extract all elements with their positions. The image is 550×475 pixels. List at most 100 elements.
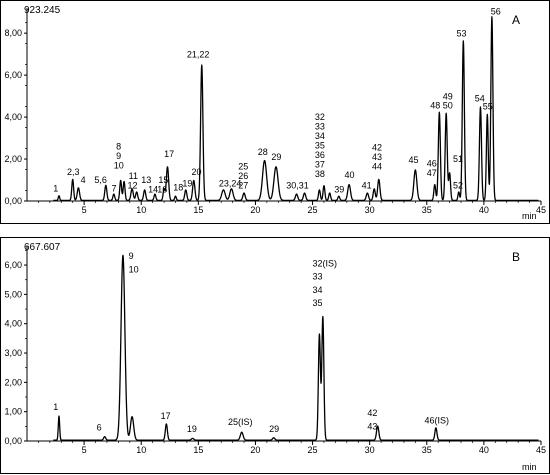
peak-label: 50 bbox=[443, 101, 453, 111]
peak-label: 48 bbox=[430, 101, 440, 111]
peak-label: 17 bbox=[161, 411, 171, 421]
panel-a-trace-group bbox=[52, 16, 539, 202]
peak-label: 10 bbox=[114, 160, 124, 170]
x-tick-label: 20 bbox=[250, 445, 260, 455]
peak-label: 44 bbox=[372, 162, 382, 172]
peak-label: 52 bbox=[453, 180, 463, 190]
panel-b-axes bbox=[26, 246, 541, 442]
x-tick-label: 20 bbox=[250, 205, 260, 215]
peak-label: 9 bbox=[116, 151, 121, 161]
peak-label: 39 bbox=[334, 185, 344, 195]
peak-label: 1 bbox=[53, 402, 58, 412]
peak-label: 43 bbox=[367, 421, 377, 431]
y-tick-label: 2,00 bbox=[4, 154, 22, 164]
y-tick-label: 4,00 bbox=[4, 112, 22, 122]
peak-label: 42 bbox=[372, 143, 382, 153]
chromatogram-panel-b: 667.607 B min 5 10 15 20 25 30 35 40 45 0,00 1,00 2… bbox=[0, 237, 550, 474]
panel-b-max-label: 667.607 bbox=[24, 242, 61, 253]
peak-label: 14 bbox=[148, 185, 158, 195]
peak-label: 19 bbox=[187, 424, 197, 434]
peak-label: 55 bbox=[483, 102, 493, 112]
x-tick-label: 5 bbox=[82, 205, 87, 215]
y-tick-label: 0,00 bbox=[4, 436, 22, 446]
peak-label: 27 bbox=[238, 180, 248, 190]
panel-a-frame bbox=[0, 0, 550, 224]
panel-a-ticks: 5 10 15 20 25 30 35 40 45 0,00 2,00 4,00 6,00 8,00 bbox=[4, 22, 546, 215]
x-tick-label: 25 bbox=[308, 445, 318, 455]
peak-label: 18 bbox=[173, 183, 183, 193]
x-tick-label: 35 bbox=[422, 205, 432, 215]
x-tick-label: 15 bbox=[193, 445, 203, 455]
y-tick-label: 6,00 bbox=[4, 260, 22, 270]
peak-label: 6 bbox=[97, 423, 102, 433]
peak-label: 1 bbox=[53, 184, 58, 194]
panel-a-max-label: 923.245 bbox=[24, 5, 61, 16]
x-tick-label: 40 bbox=[479, 445, 489, 455]
y-tick-label: 3,00 bbox=[4, 348, 22, 358]
peak-label: 42 bbox=[367, 408, 377, 418]
peak-label: 54 bbox=[475, 93, 485, 103]
peak-label: 32(IS) bbox=[313, 259, 338, 269]
peak-label: 28 bbox=[258, 147, 268, 157]
peak-label: 17 bbox=[164, 149, 174, 159]
panel-a-letter: A bbox=[512, 13, 520, 27]
x-tick-label: 10 bbox=[136, 445, 146, 455]
peak-label: 35 bbox=[313, 298, 323, 308]
peak-label: 53 bbox=[456, 28, 466, 38]
y-tick-label: 8,00 bbox=[4, 28, 22, 38]
peak-label: 15 bbox=[158, 175, 168, 185]
peak-label: 45 bbox=[409, 155, 419, 165]
chromatogram-panel-a: 923.245 A min 5 10 15 20 25 30 35 40 45 0,00 2,00 4… bbox=[0, 0, 550, 224]
x-tick-label: 30 bbox=[365, 445, 375, 455]
peak-label: 30,31 bbox=[286, 180, 309, 190]
peak-label: 32 bbox=[315, 112, 325, 122]
x-tick-label: 5 bbox=[82, 445, 87, 455]
peak-label: 35 bbox=[315, 141, 325, 151]
x-tick-label: 45 bbox=[536, 445, 546, 455]
peak-label: 12 bbox=[128, 180, 138, 190]
panel-a-trace-line bbox=[52, 16, 539, 202]
peak-label: 5,6 bbox=[94, 175, 107, 185]
panel-b-peak-labels: 1 6 9 10 17 19 25(IS) 29 32(IS) 33 34 35 42 43 46(IS) bbox=[53, 251, 449, 434]
peak-label: 13 bbox=[141, 175, 151, 185]
x-tick-label: 30 bbox=[365, 205, 375, 215]
peak-label: 4 bbox=[81, 175, 86, 185]
peak-label: 49 bbox=[443, 91, 453, 101]
x-tick-label: 10 bbox=[136, 205, 146, 215]
x-tick-label: 35 bbox=[422, 445, 432, 455]
x-tick-label: 25 bbox=[308, 205, 318, 215]
peak-label: 9 bbox=[129, 251, 134, 261]
peak-label: 47 bbox=[427, 168, 437, 178]
peak-label: 43 bbox=[372, 152, 382, 162]
peak-label: 25 bbox=[238, 162, 248, 172]
peak-label: 34 bbox=[315, 131, 325, 141]
peak-label: 29 bbox=[271, 152, 281, 162]
peak-label: 23,24 bbox=[219, 178, 242, 188]
y-tick-label: 0,00 bbox=[4, 196, 22, 206]
peak-label: 7 bbox=[112, 184, 117, 194]
panel-b-x-axis-label: min bbox=[522, 462, 537, 472]
x-tick-label: 40 bbox=[479, 205, 489, 215]
panel-b-ticks: 5 10 15 20 25 30 35 40 45 0,00 1,00 2,00 3,00 4,00 5,0… bbox=[4, 250, 546, 455]
peak-label: 33 bbox=[315, 122, 325, 132]
peak-label: 29 bbox=[269, 424, 279, 434]
x-tick-label: 15 bbox=[193, 205, 203, 215]
panel-b-trace-group bbox=[52, 254, 539, 441]
peak-label: 26 bbox=[238, 171, 248, 181]
y-tick-label: 2,00 bbox=[4, 377, 22, 387]
y-tick-label: 6,00 bbox=[4, 70, 22, 80]
peak-label: 40 bbox=[345, 170, 355, 180]
peak-label: 37 bbox=[315, 159, 325, 169]
peak-label: 46 bbox=[427, 158, 437, 168]
peak-label: 51 bbox=[453, 154, 463, 164]
peak-label: 16 bbox=[157, 185, 167, 195]
peak-label: 19 bbox=[182, 178, 192, 188]
peak-label: 20 bbox=[191, 167, 201, 177]
peak-label: 25(IS) bbox=[228, 417, 253, 427]
y-tick-label: 4,00 bbox=[4, 319, 22, 329]
peak-label: 2,3 bbox=[67, 167, 80, 177]
peak-label: 11 bbox=[129, 171, 138, 181]
peak-label: 56 bbox=[491, 6, 501, 16]
